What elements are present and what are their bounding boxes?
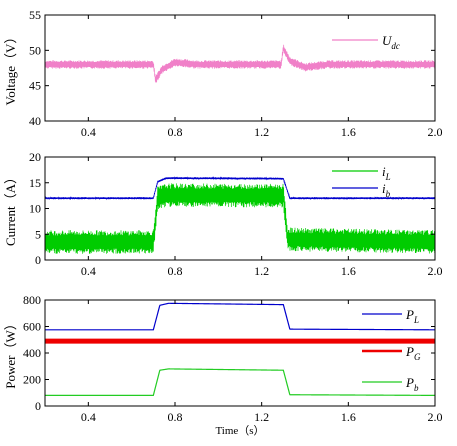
legend-subscript: G — [414, 352, 421, 362]
legend-subscript: b — [386, 189, 391, 199]
chart-panel-1: 0.4 0.8 1.2 1.6 2.0 40 45 50 55 Voltage（V） Udc — [3, 8, 443, 139]
chart-panel-3: 0.4 0.8 1.2 1.6 2.0 0 200 400 600 800 Power（W） Time… — [3, 293, 443, 437]
x-tick-label: 2.0 — [428, 410, 443, 424]
y-tick-label: 40 — [29, 114, 41, 128]
legend-label-P-b: Pb — [405, 375, 419, 393]
legend-label-P-L: PL — [405, 307, 419, 325]
legend-label-i-L: iL — [382, 164, 391, 182]
legend-name: U — [382, 33, 393, 48]
y-tick-label: 800 — [23, 293, 41, 307]
x-tick-label: 0.4 — [81, 125, 96, 139]
x-tick-label: 0.4 — [81, 410, 96, 424]
x-tick-label: 0.8 — [168, 410, 183, 424]
legend-name: P — [405, 307, 414, 322]
legend-subscript: dc — [391, 41, 400, 51]
legend-name: i — [382, 164, 386, 179]
series-line-U-dc — [45, 44, 435, 83]
y-tick-label: 10 — [29, 202, 41, 216]
legend-subscript: L — [413, 315, 419, 325]
y-tick-label: 50 — [29, 43, 41, 57]
y-tick-label: 400 — [23, 346, 41, 360]
series-line-P-b — [45, 368, 435, 396]
x-tick-label: 1.2 — [254, 264, 269, 278]
series-line-i-b — [45, 176, 435, 201]
y-tick-label: 20 — [29, 150, 41, 164]
legend-name: i — [382, 181, 386, 196]
legend-subscript: b — [414, 383, 419, 393]
x-tick-label: 0.8 — [168, 264, 183, 278]
y-tick-label: 0 — [35, 253, 41, 267]
y-tick-label: 55 — [29, 8, 41, 22]
x-tick-label: 1.6 — [341, 264, 356, 278]
x-tick-label: 1.6 — [341, 125, 356, 139]
y-axis-label: Power（W） — [3, 317, 18, 389]
plot-frame — [44, 299, 436, 407]
y-tick-label: 45 — [29, 79, 41, 93]
legend-subscript: L — [385, 172, 391, 182]
legend-name: P — [405, 344, 414, 359]
y-axis-label: Current（A） — [3, 171, 18, 246]
y-tick-label: 15 — [29, 176, 41, 190]
y-axis-label: Voltage（V） — [3, 31, 18, 106]
x-tick-label: 0.4 — [81, 264, 96, 278]
x-tick-label: 0.8 — [168, 125, 183, 139]
y-tick-label: 0 — [35, 399, 41, 413]
x-tick-label: 1.2 — [254, 410, 269, 424]
legend-label-U-dc: Udc — [382, 33, 400, 51]
y-tick-label: 200 — [23, 373, 41, 387]
series-line-P-L — [45, 302, 435, 331]
x-tick-label: 2.0 — [428, 264, 443, 278]
x-axis-label: Time（s） — [215, 424, 264, 437]
plot-frame — [44, 14, 436, 122]
series-line-i-L — [45, 183, 435, 254]
y-tick-label: 600 — [23, 320, 41, 334]
x-tick-label: 1.2 — [254, 125, 269, 139]
y-tick-label: 5 — [35, 227, 41, 241]
legend-label-P-G: PG — [405, 344, 421, 362]
x-tick-label: 2.0 — [428, 125, 443, 139]
legend-label-i-b: ib — [382, 181, 391, 199]
x-tick-label: 1.6 — [341, 410, 356, 424]
legend-name: P — [405, 375, 414, 390]
